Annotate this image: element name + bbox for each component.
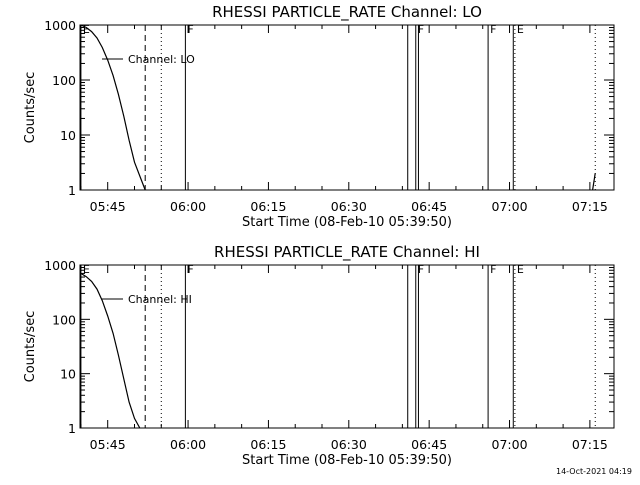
x-tick-label: 06:15 <box>250 199 286 214</box>
series-line <box>592 173 596 191</box>
y-tick-label: 1000 <box>44 18 76 33</box>
event-marker-label: E <box>83 23 90 36</box>
footer-timestamp: 14-Oct-2021 04:19 <box>556 467 632 476</box>
y-axis-label: Counts/sec <box>23 72 38 144</box>
x-tick-label: 06:30 <box>331 199 367 214</box>
x-tick-label: 07:00 <box>492 437 528 452</box>
x-tick-label: 06:15 <box>250 437 286 452</box>
x-axis-label: Start Time (08-Feb-10 05:39:50) <box>242 215 452 230</box>
y-tick-label: 100 <box>52 73 76 88</box>
x-tick-label: 07:15 <box>572 199 608 214</box>
y-tick-label: 1000 <box>44 258 76 273</box>
event-marker-label: F <box>187 23 193 36</box>
y-tick-label: 1 <box>68 183 76 198</box>
y-tick-label: 1 <box>68 421 76 436</box>
series-line <box>80 24 146 191</box>
panel-hi: RHESSI PARTICLE_RATE Channel: HI Start Ti… <box>23 243 615 468</box>
plot-frame <box>79 24 615 191</box>
event-marker-label: F <box>490 23 496 36</box>
series-line <box>80 272 141 429</box>
event-marker-label: F <box>490 263 496 276</box>
y-axis-label: Counts/sec <box>23 311 38 383</box>
y-tick-label: 10 <box>60 128 76 143</box>
y-tick-label: 100 <box>52 312 76 327</box>
x-tick-label: 06:00 <box>170 437 206 452</box>
x-tick-label: 07:00 <box>492 199 528 214</box>
legend-label: Channel: LO <box>128 53 195 66</box>
event-marker-label: E <box>517 23 524 36</box>
x-tick-label: 06:45 <box>411 199 447 214</box>
x-tick-label: 06:45 <box>411 437 447 452</box>
x-axis-label: Start Time (08-Feb-10 05:39:50) <box>242 453 452 468</box>
plot-frame <box>79 264 615 429</box>
x-tick-label: 05:45 <box>90 199 126 214</box>
y-tick-label: 10 <box>60 367 76 382</box>
x-tick-label: 06:00 <box>170 199 206 214</box>
x-tick-label: 06:30 <box>331 437 367 452</box>
event-marker-label: F <box>418 263 424 276</box>
x-tick-label: 05:45 <box>90 437 126 452</box>
chart-title: RHESSI PARTICLE_RATE Channel: LO <box>212 3 482 22</box>
event-marker-label: E <box>517 263 524 276</box>
event-marker-label: F <box>418 23 424 36</box>
panel-lo: RHESSI PARTICLE_RATE Channel: LO Start Ti… <box>23 3 615 230</box>
event-marker-label: E <box>83 263 90 276</box>
chart-title: RHESSI PARTICLE_RATE Channel: HI <box>214 243 480 262</box>
event-marker-label: F <box>187 263 193 276</box>
x-tick-label: 07:15 <box>572 437 608 452</box>
legend-label: Channel: HI <box>128 293 192 306</box>
